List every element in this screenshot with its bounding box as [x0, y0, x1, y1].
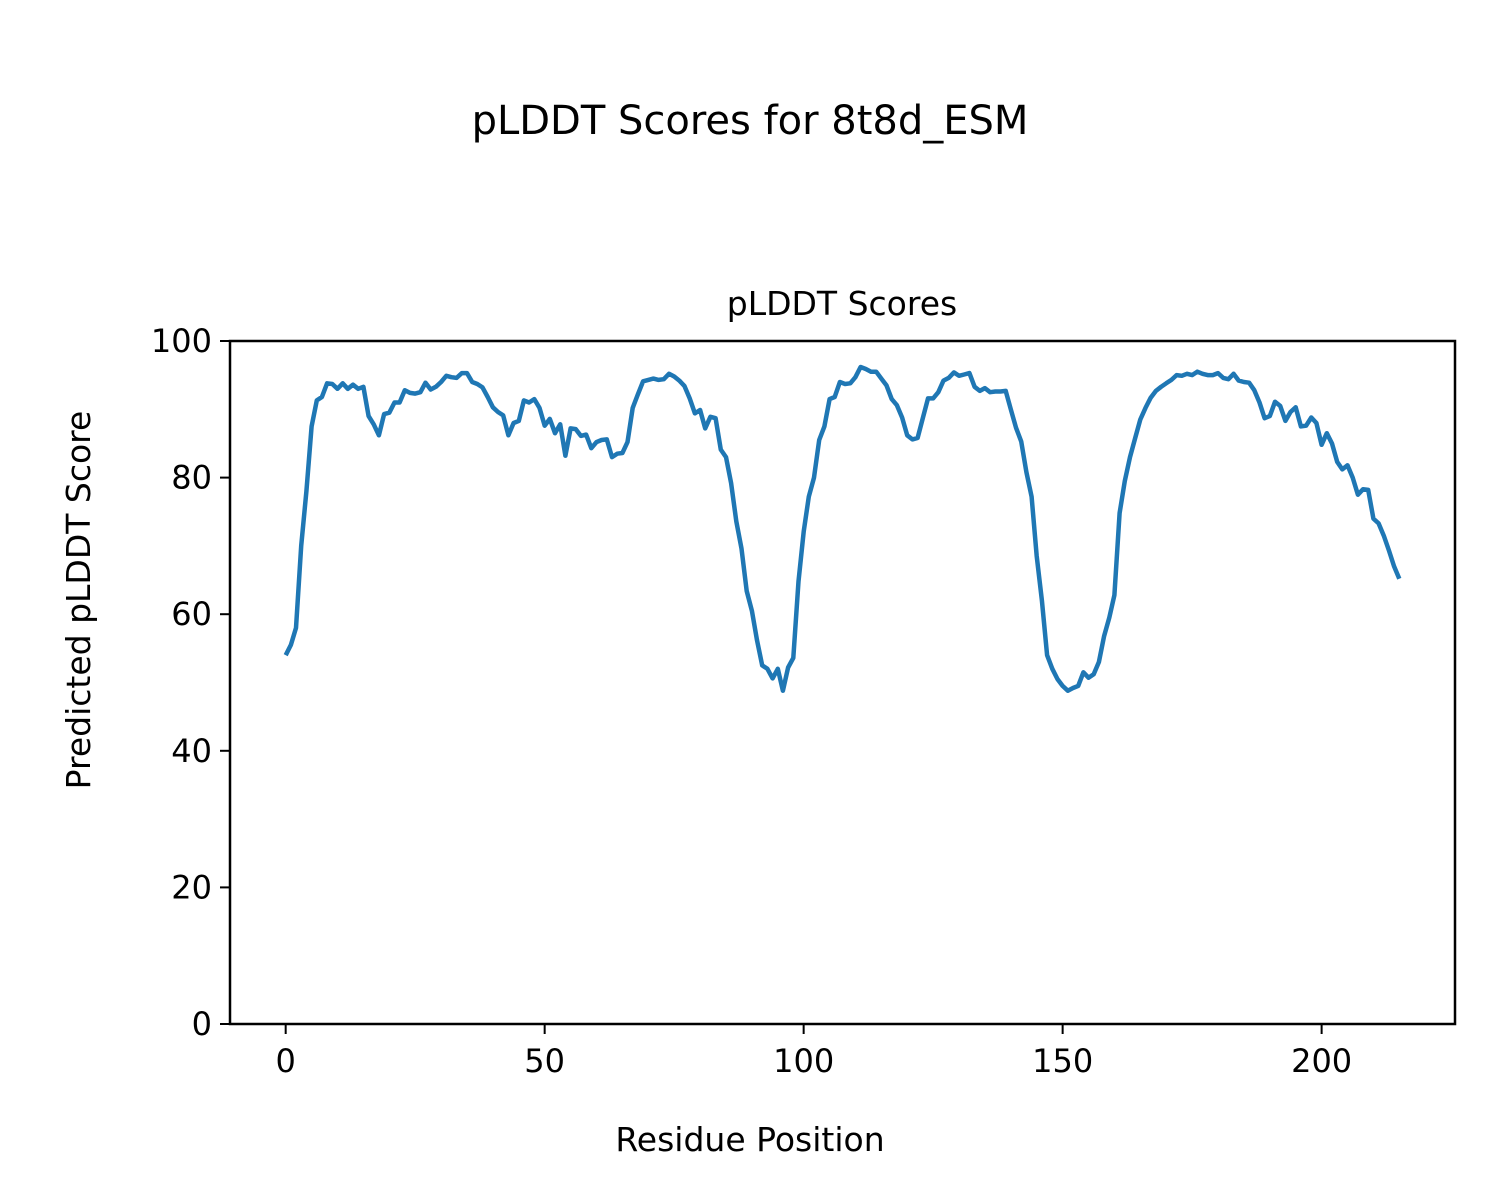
x-tick-label: 200 [1291, 1042, 1352, 1080]
plddt-line [283, 364, 1402, 693]
x-tick-label: 0 [276, 1042, 296, 1080]
plot-area-frame [228, 339, 1457, 1026]
y-tick-label: 60 [171, 595, 212, 633]
y-tick-label: 100 [151, 322, 212, 360]
y-axis-label: Predicted pLDDT Score [59, 411, 98, 790]
x-tick-label: 150 [1032, 1042, 1093, 1080]
y-tick-label: 40 [171, 732, 212, 770]
y-tick-label: 0 [192, 1005, 212, 1043]
x-tick-label: 50 [524, 1042, 565, 1080]
x-tick-label: 100 [773, 1042, 834, 1080]
y-tick-label: 20 [171, 868, 212, 906]
x-axis-label: Residue Position [615, 1120, 884, 1159]
y-tick-label: 80 [171, 459, 212, 497]
chart-suptitle: pLDDT Scores for 8t8d_ESM [472, 98, 1029, 144]
chart-title: pLDDT Scores [727, 284, 957, 323]
